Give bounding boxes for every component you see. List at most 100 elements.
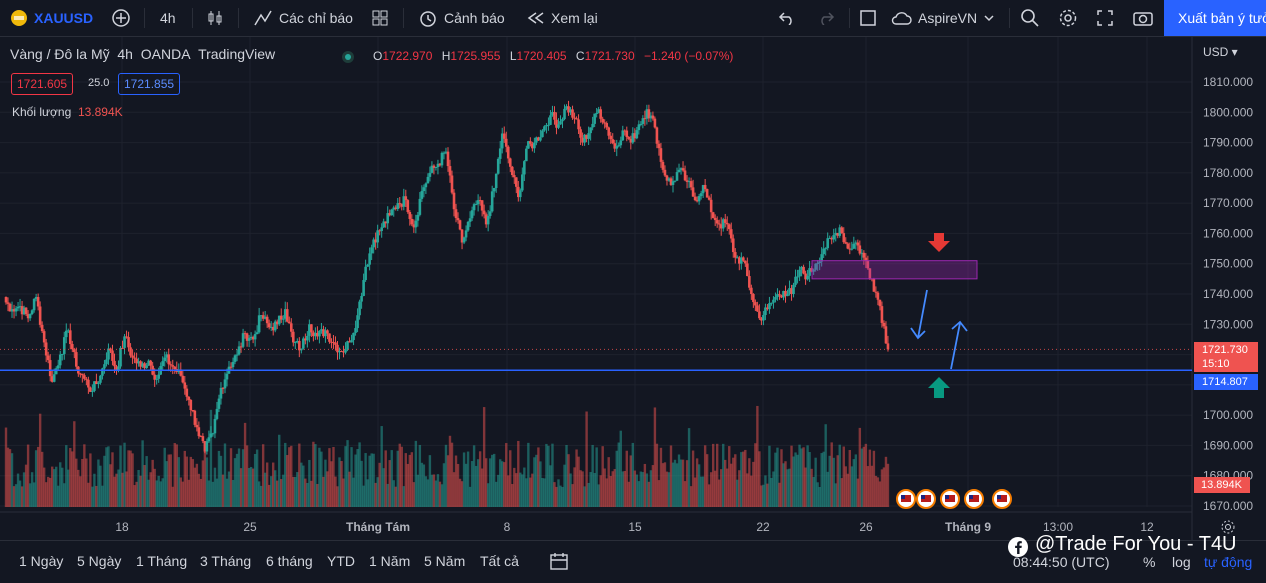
candle	[731, 238, 735, 253]
candle	[32, 298, 36, 311]
range-button[interactable]: 5 Ngày	[77, 553, 122, 569]
symbol-search[interactable]: XAUUSD	[10, 0, 93, 36]
candle	[340, 351, 343, 353]
candle	[717, 223, 721, 225]
snapshot-button[interactable]	[1132, 0, 1154, 36]
currency-selector[interactable]: USD ▾	[1203, 45, 1238, 59]
range-button[interactable]: 1 Tháng	[136, 553, 188, 569]
publish-idea-button[interactable]: Xuất bản ý tưởng	[1164, 0, 1266, 36]
range-button[interactable]: YTD	[327, 553, 355, 569]
price-chart[interactable]: 1670.0001680.0001690.0001700.0001710.000…	[0, 37, 1266, 540]
volume-bar	[645, 473, 649, 507]
volume-bar	[603, 468, 606, 507]
candle	[744, 260, 747, 264]
axis-settings-icon[interactable]	[1220, 519, 1236, 535]
fullscreen-button[interactable]	[1096, 0, 1114, 36]
range-button[interactable]: 6 tháng	[266, 553, 313, 569]
volume-bar	[651, 465, 655, 507]
layout-name-button[interactable]: AspireVN	[890, 0, 995, 36]
candle	[115, 366, 118, 370]
candles-icon	[208, 11, 222, 25]
log-toggle[interactable]: log	[1172, 554, 1191, 570]
candle	[746, 263, 749, 277]
time-tick-label: 25	[243, 520, 257, 534]
candle	[492, 188, 496, 192]
alarm-clock-icon	[420, 11, 436, 27]
range-button[interactable]: 3 Tháng	[200, 553, 252, 569]
candle	[310, 324, 313, 333]
candle	[561, 119, 564, 122]
resistance-zone[interactable]	[811, 260, 978, 280]
low-value: 1720.405	[516, 49, 567, 63]
layouts-button[interactable]	[371, 0, 389, 36]
volume-bar	[561, 486, 564, 507]
volume-bar	[61, 467, 64, 507]
candle	[338, 351, 341, 353]
candle	[591, 123, 594, 128]
candle	[822, 248, 825, 255]
volume-bar	[119, 445, 122, 507]
projection-up-arrow[interactable]	[950, 320, 968, 370]
candle	[171, 365, 175, 367]
projection-down-arrow[interactable]	[910, 289, 928, 340]
volume-bar	[878, 481, 882, 507]
chart-type-button[interactable]	[206, 0, 224, 36]
buy-price-button[interactable]: 1721.855	[118, 73, 181, 95]
candle	[531, 143, 534, 149]
replay-button[interactable]: Xem lại	[527, 0, 598, 36]
candle	[141, 363, 144, 367]
candle	[113, 360, 116, 367]
candle	[671, 181, 675, 185]
volume-bar	[738, 470, 741, 507]
range-button[interactable]: Tất cả	[480, 553, 519, 569]
volume-bar	[91, 486, 94, 507]
goto-date-icon[interactable]	[548, 552, 570, 572]
candle	[223, 379, 227, 389]
volume-bar	[649, 470, 653, 507]
candle	[597, 109, 600, 113]
clock[interactable]: 08:44:50 (UTC)	[1013, 554, 1110, 570]
redo-button[interactable]	[817, 0, 835, 36]
candle	[245, 333, 249, 341]
volume-bar	[101, 485, 104, 507]
range-button[interactable]: 1 Ngày	[19, 553, 64, 569]
candle	[330, 341, 333, 343]
fullscreen-mode-button[interactable]	[859, 0, 877, 36]
percent-toggle[interactable]: %	[1143, 554, 1156, 570]
volume-bar	[637, 481, 641, 507]
volume-bar	[65, 445, 68, 507]
volume-bar	[804, 467, 807, 507]
volume-bar	[231, 479, 235, 507]
auto-toggle[interactable]: tự động	[1204, 554, 1253, 570]
candle	[233, 355, 237, 362]
volume-bar	[32, 482, 36, 507]
candle	[296, 341, 299, 343]
settings-button[interactable]	[1058, 0, 1078, 36]
volume-bar	[734, 454, 737, 507]
alerts-button[interactable]: Cảnh báo	[418, 0, 505, 36]
candle	[836, 232, 840, 236]
candle	[46, 355, 50, 361]
candle	[386, 213, 390, 224]
interval-button[interactable]: 4h	[160, 0, 176, 36]
range-button[interactable]: 5 Năm	[424, 553, 466, 569]
candle	[271, 326, 275, 331]
indicators-button[interactable]: Các chỉ báo	[253, 0, 353, 36]
undo-button[interactable]	[778, 0, 796, 36]
candle	[553, 112, 556, 120]
candle	[500, 133, 504, 149]
sell-price-button[interactable]: 1721.605	[11, 73, 74, 95]
candle	[312, 332, 315, 337]
flag-canton	[901, 495, 905, 499]
compare-button[interactable]	[111, 0, 131, 36]
flag-stripe	[969, 495, 979, 502]
volume-bar	[346, 440, 349, 507]
volume-bar	[736, 479, 739, 507]
range-button[interactable]: 1 Năm	[369, 553, 411, 569]
volume-bar	[105, 447, 108, 507]
volume-bar	[617, 442, 620, 507]
volume-bar	[533, 457, 536, 507]
search-button[interactable]	[1020, 0, 1040, 36]
volume-bar	[67, 469, 70, 507]
indicators-label: Các chỉ báo	[279, 10, 353, 26]
